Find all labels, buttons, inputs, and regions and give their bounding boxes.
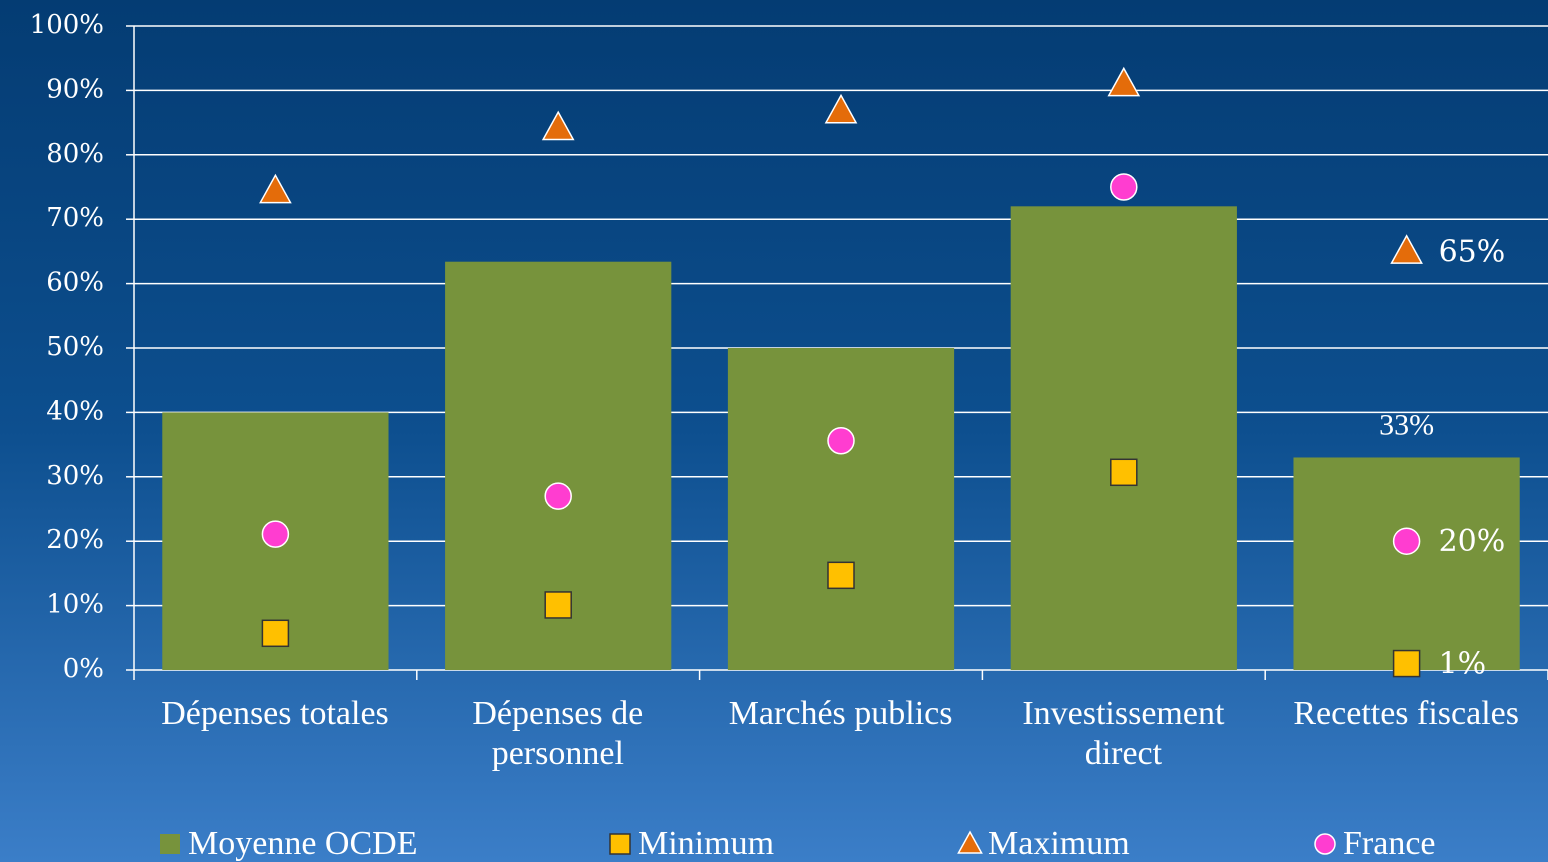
data-label: 33% [1379, 408, 1434, 441]
legend-label: France [1343, 825, 1436, 862]
legend-swatch [609, 833, 631, 855]
y-tick-label: 90% [46, 74, 104, 104]
x-tick-label: Recettes fiscales [1293, 695, 1519, 732]
y-tick-label: 10% [46, 590, 104, 620]
legend-label: Moyenne OCDE [188, 825, 417, 862]
y-tick-label: 30% [46, 461, 104, 491]
marker [259, 173, 292, 204]
data-label: 65% [1439, 234, 1506, 269]
marker [1392, 649, 1421, 678]
marker [1107, 66, 1141, 97]
y-tick-label: 50% [46, 332, 104, 362]
marker [541, 110, 575, 141]
x-tick-label: Investissement direct [1022, 695, 1225, 772]
y-tick-label: 60% [46, 268, 104, 298]
data-label: 1% [1439, 647, 1487, 682]
x-tick-label: Dépenses totales [161, 695, 389, 732]
y-tick-label: 80% [46, 139, 104, 169]
legend-swatch [957, 830, 983, 854]
bar [1293, 457, 1520, 670]
bar [1010, 206, 1237, 670]
legend-label: Minimum [638, 825, 774, 862]
marker [261, 520, 290, 548]
marker [1110, 458, 1138, 487]
legend-label: Maximum [988, 825, 1130, 862]
bar [727, 348, 955, 670]
x-tick-label: Dépenses de personnel [472, 695, 644, 772]
legend-swatch [1314, 833, 1336, 855]
marker [827, 426, 855, 455]
y-tick-label: 70% [46, 203, 104, 233]
y-tick-label: 100% [30, 10, 104, 40]
data-label: 20% [1439, 524, 1506, 559]
marker [1392, 527, 1421, 555]
marker [1390, 234, 1423, 264]
y-tick-label: 0% [63, 654, 104, 684]
y-tick-label: 20% [46, 525, 104, 555]
y-tick-label: 40% [46, 396, 104, 426]
legend-swatch [160, 834, 180, 854]
marker [1110, 173, 1138, 201]
marker [824, 93, 858, 124]
x-tick-label: Marchés publics [728, 695, 953, 732]
marker [544, 482, 572, 510]
marker [544, 591, 572, 619]
marker [261, 619, 290, 648]
marker [827, 561, 855, 590]
